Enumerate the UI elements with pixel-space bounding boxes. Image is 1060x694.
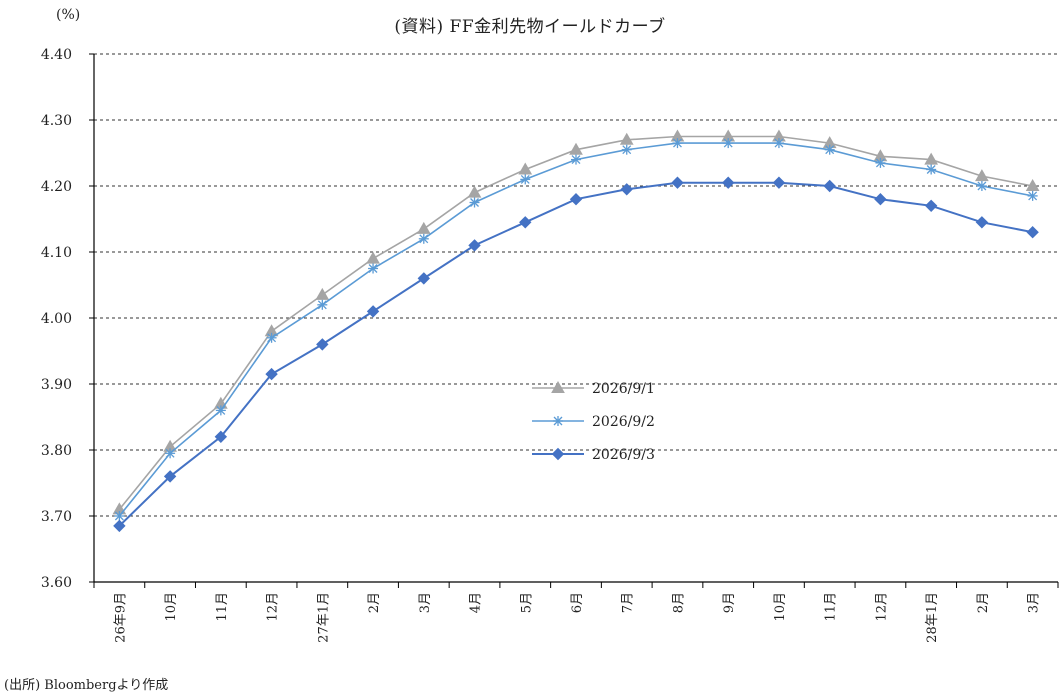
data-point bbox=[723, 138, 734, 149]
legend-item: 2026/9/1 bbox=[532, 380, 655, 397]
data-point bbox=[418, 233, 429, 244]
data-point bbox=[519, 216, 532, 229]
data-point bbox=[619, 132, 634, 145]
y-tick-label: 3.80 bbox=[41, 443, 72, 459]
data-point bbox=[467, 185, 482, 198]
data-point bbox=[520, 174, 531, 185]
y-axis-unit-label: (%) bbox=[56, 7, 81, 23]
data-point bbox=[772, 176, 786, 189]
data-point bbox=[773, 138, 784, 149]
x-tick-label: 8月 bbox=[671, 592, 686, 613]
x-tick-label: 10月 bbox=[164, 592, 179, 622]
data-point bbox=[551, 447, 565, 461]
x-tick-label: 5月 bbox=[519, 592, 534, 613]
x-tick-label: 9月 bbox=[722, 592, 737, 613]
x-tick-label: 7月 bbox=[621, 592, 636, 613]
y-tick-label: 4.20 bbox=[41, 179, 72, 195]
data-point bbox=[874, 192, 887, 206]
data-point bbox=[672, 138, 683, 149]
y-tick-label: 3.60 bbox=[41, 575, 72, 591]
data-point bbox=[924, 152, 939, 165]
x-tick-label: 3月 bbox=[418, 592, 433, 613]
data-point bbox=[113, 519, 126, 533]
series-3 bbox=[113, 176, 1039, 533]
axes bbox=[89, 53, 1059, 588]
data-point bbox=[518, 162, 533, 175]
x-tick-label: 11月 bbox=[215, 592, 230, 622]
x-tick-label: 3月 bbox=[1027, 592, 1042, 613]
data-point bbox=[975, 216, 989, 229]
y-tick-label: 3.90 bbox=[41, 377, 72, 393]
y-tick-labels: 3.60 3.70 3.80 3.90 4.00 4.10 4.20 4.30 4.40 bbox=[41, 47, 72, 591]
x-tick-label: 2月 bbox=[367, 592, 382, 613]
data-point bbox=[469, 197, 480, 208]
series-2 bbox=[114, 138, 1038, 521]
legend-item: 2026/9/2 bbox=[532, 414, 655, 430]
data-point bbox=[416, 221, 431, 234]
data-point bbox=[366, 251, 380, 264]
gridlines bbox=[94, 53, 1058, 517]
data-point bbox=[551, 380, 565, 393]
data-point bbox=[163, 470, 177, 483]
y-tick-label: 4.30 bbox=[41, 113, 72, 129]
data-point bbox=[266, 332, 277, 343]
data-point bbox=[114, 511, 125, 521]
legend-label: 2026/9/2 bbox=[592, 414, 655, 430]
data-point bbox=[924, 199, 938, 213]
data-point bbox=[316, 338, 329, 351]
data-point bbox=[824, 144, 835, 155]
y-tick-label: 3.70 bbox=[41, 509, 72, 525]
y-tick-label: 4.40 bbox=[41, 47, 72, 63]
series-1 bbox=[112, 129, 1040, 515]
x-tick-label: 12月 bbox=[874, 592, 889, 622]
data-point bbox=[317, 299, 328, 310]
x-tick-labels: 26年9月 10月 11月 12月 27年1月 2月 3月 4月 5月 6月 7月 8月 9月 10月 11… bbox=[113, 592, 1041, 643]
legend: 2026/9/1 2026/9/2 2026/9/3 bbox=[532, 380, 655, 463]
data-point bbox=[214, 430, 228, 444]
data-point bbox=[468, 239, 481, 252]
data-point bbox=[722, 176, 735, 189]
legend-label: 2026/9/1 bbox=[592, 381, 655, 397]
x-tick-label: 11月 bbox=[824, 592, 839, 622]
x-tick-label: 12月 bbox=[266, 592, 281, 622]
data-point bbox=[366, 305, 380, 318]
data-point bbox=[926, 164, 937, 175]
data-point bbox=[823, 179, 836, 193]
data-point bbox=[671, 176, 684, 189]
data-point bbox=[165, 448, 176, 459]
x-tick-label: 27年1月 bbox=[316, 592, 331, 643]
source-note: (出所) Bloombergより作成 bbox=[4, 678, 169, 693]
data-point bbox=[975, 169, 989, 182]
data-point bbox=[1025, 178, 1040, 191]
data-point bbox=[1026, 225, 1039, 239]
data-point bbox=[976, 181, 987, 191]
legend-label: 2026/9/3 bbox=[592, 447, 655, 463]
data-point bbox=[553, 416, 563, 426]
data-point bbox=[620, 183, 633, 196]
data-point bbox=[569, 192, 583, 206]
data-point bbox=[368, 263, 379, 274]
chart-title: (資料) FF金利先物イールドカーブ bbox=[394, 17, 666, 37]
data-point bbox=[875, 157, 886, 168]
x-tick-label: 2月 bbox=[976, 592, 991, 613]
legend-item: 2026/9/3 bbox=[532, 447, 655, 463]
x-tick-label: 6月 bbox=[570, 592, 585, 613]
data-point bbox=[569, 142, 583, 155]
series-lines bbox=[112, 129, 1040, 533]
x-tick-label: 26年9月 bbox=[113, 592, 128, 643]
data-point bbox=[621, 144, 632, 155]
data-point bbox=[215, 405, 226, 416]
data-point bbox=[265, 367, 278, 381]
y-tick-label: 4.10 bbox=[41, 245, 72, 261]
data-point bbox=[315, 287, 330, 300]
data-point bbox=[417, 272, 430, 285]
x-tick-label: 10月 bbox=[773, 592, 788, 622]
data-point bbox=[1027, 190, 1038, 201]
y-tick-label: 4.00 bbox=[41, 311, 72, 327]
x-tick-label: 4月 bbox=[469, 592, 484, 613]
x-tick-label: 28年1月 bbox=[925, 592, 940, 643]
data-point bbox=[571, 154, 581, 165]
